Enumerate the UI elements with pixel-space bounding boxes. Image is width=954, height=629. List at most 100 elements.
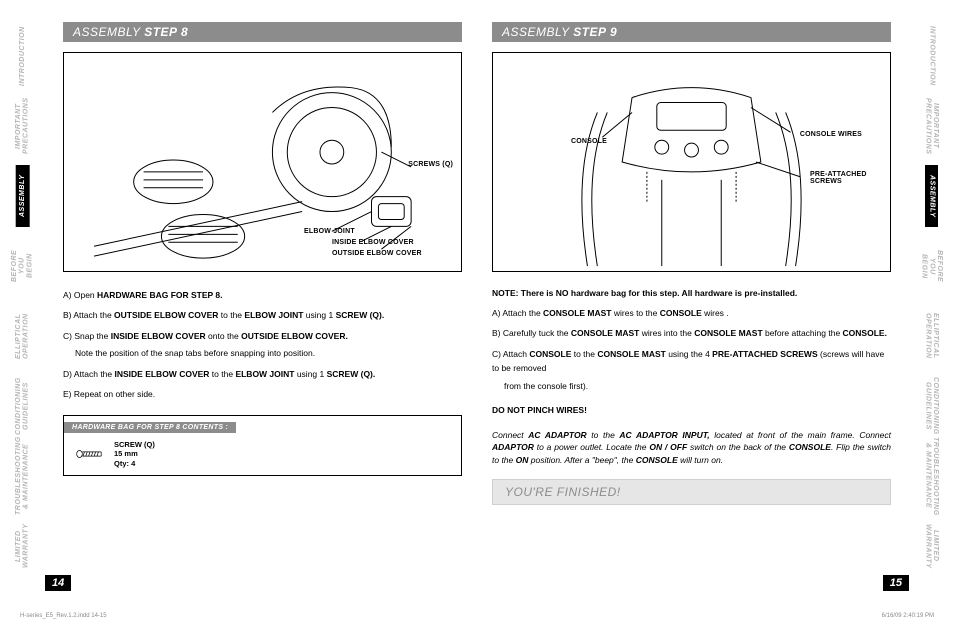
step9-diagram: CONSOLE CONSOLE WIRES PRE-ATTACHED SCREW… [492, 52, 891, 272]
s9-a-mid: wires to the [612, 308, 660, 318]
it5: switch on the back of the [687, 442, 789, 452]
hardware-box: HARDWARE BAG FOR STEP 8 CONTENTS : [63, 415, 462, 476]
tab-before[interactable]: BEFORE YOU BEGIN [8, 235, 37, 297]
column-step9: ASSEMBLY STEP 9 [492, 22, 891, 619]
s9-c-mid: to the [571, 349, 597, 359]
s8-a-b1: HARDWARE BAG FOR STEP 8. [97, 290, 222, 300]
rtab-before[interactable]: BEFORE YOU BEGIN [917, 235, 946, 297]
it4: to a power outlet. Locate the [534, 442, 649, 452]
ib4: ON / OFF [649, 442, 687, 452]
tab-conditioning[interactable]: CONDITIONING GUIDELINES [12, 375, 33, 437]
hardware-title: HARDWARE BAG FOR STEP 8 CONTENTS : [64, 422, 236, 433]
rtab-warranty[interactable]: LIMITED WARRANTY [921, 515, 942, 577]
label-inside-cover: INSIDE ELBOW COVER [332, 239, 414, 246]
s8-d-b2: ELBOW JOINT [235, 369, 294, 379]
label-elbow-joint: ELBOW JOINT [304, 228, 355, 235]
label-screws: SCREWS (Q) [408, 161, 453, 168]
rtab-conditioning[interactable]: CONDITIONING GUIDELINES [921, 375, 942, 437]
step9-header-prefix: ASSEMBLY [502, 25, 573, 39]
footer-left: H-series_E5_Rev.1.2.indd 14-15 [20, 613, 107, 619]
label-console: CONSOLE [571, 138, 607, 145]
rtab-troubleshoot[interactable]: TROUBLESHOOTING & MAINTENANCE [921, 445, 942, 507]
label-outside-cover: OUTSIDE ELBOW COVER [332, 250, 422, 257]
s9-a-b2: CONSOLE [660, 308, 702, 318]
ib7: CONSOLE [636, 455, 678, 465]
s8-d-mid: to the [209, 369, 235, 379]
s8-d-mid2: using 1 [294, 369, 326, 379]
it3: located at front of the main frame. Conn… [710, 430, 891, 440]
step8-header-bold: STEP 8 [144, 25, 188, 39]
it2: to the [587, 430, 620, 440]
step9-italic: Connect AC ADAPTOR to the AC ADAPTOR INP… [492, 429, 891, 467]
step9-header: ASSEMBLY STEP 9 [492, 22, 891, 42]
ib3: ADAPTOR [492, 442, 534, 452]
left-side-tabs: INTRODUCTION IMPORTANT PRECAUTIONS ASSEM… [0, 0, 45, 629]
s9-c-b2: CONSOLE MAST [597, 349, 665, 359]
screw-icon [76, 448, 104, 460]
page-num-right: 15 [883, 575, 909, 591]
hw-size: 15 mm [114, 449, 155, 459]
it8: will turn on. [678, 455, 723, 465]
page-container: INTRODUCTION IMPORTANT PRECAUTIONS ASSEM… [0, 0, 954, 629]
step9-instructions: A) Attach the CONSOLE MAST wires to the … [492, 306, 891, 421]
step8-diagram: SCREWS (Q) ELBOW JOINT INSIDE ELBOW COVE… [63, 52, 462, 272]
s8-e: E) Repeat on other side. [63, 387, 462, 401]
s9-c-cont: from the console first). [492, 379, 891, 393]
tab-warranty[interactable]: LIMITED WARRANTY [12, 515, 33, 577]
column-step8: ASSEMBLY STEP 8 [63, 22, 462, 619]
s8-b-b1: OUTSIDE ELBOW COVER [114, 310, 218, 320]
page-num-left: 14 [45, 575, 71, 591]
s9-b-b3: CONSOLE. [843, 328, 887, 338]
hw-name: SCREW (Q) [114, 440, 155, 450]
s9-b-b2: CONSOLE MAST [694, 328, 762, 338]
step8-header: ASSEMBLY STEP 8 [63, 22, 462, 42]
tab-operation[interactable]: ELLIPTICAL OPERATION [12, 305, 33, 367]
tab-troubleshoot[interactable]: TROUBLESHOOTING & MAINTENANCE [12, 445, 33, 507]
s9-a-pre: A) Attach the [492, 308, 543, 318]
it7: position. After a "beep", the [528, 455, 635, 465]
s8-c-b2: OUTSIDE ELBOW COVER. [241, 331, 348, 341]
it1: Connect [492, 430, 528, 440]
footer-right: 6/16/09 2:40:19 PM [882, 613, 934, 619]
tab-assembly[interactable]: ASSEMBLY [16, 165, 30, 227]
s9-c-pre: C) Attach [492, 349, 529, 359]
s8-b-mid: to the [218, 310, 244, 320]
ib6: ON [516, 455, 529, 465]
tab-precautions[interactable]: IMPORTANT PRECAUTIONS [12, 95, 33, 157]
rtab-operation[interactable]: ELLIPTICAL OPERATION [921, 305, 942, 367]
label-pre-attached: PRE-ATTACHED SCREWS [810, 171, 870, 185]
s9-b-mid: wires into the [639, 328, 694, 338]
s9-a-b1: CONSOLE MAST [543, 308, 611, 318]
hw-qty: Qty: 4 [114, 459, 155, 469]
finished-banner: YOU'RE FINISHED! [492, 479, 891, 505]
s9-warn: DO NOT PINCH WIRES! [492, 405, 587, 415]
s8-c-b1: INSIDE ELBOW COVER [111, 331, 206, 341]
right-side-tabs: INTRODUCTION IMPORTANT PRECAUTIONS ASSEM… [909, 0, 954, 629]
s8-c-mid: onto the [206, 331, 241, 341]
s8-d-b3: SCREW (Q). [327, 369, 376, 379]
rtab-assembly[interactable]: ASSEMBLY [925, 165, 939, 227]
rtab-introduction[interactable]: INTRODUCTION [925, 25, 939, 87]
s9-b-end: before attaching the [763, 328, 843, 338]
step8-header-prefix: ASSEMBLY [73, 25, 144, 39]
ib2: AC ADAPTOR INPUT, [619, 430, 709, 440]
s9-c-b3: PRE-ATTACHED SCREWS [712, 349, 817, 359]
s8-a-pre: A) Open [63, 290, 97, 300]
step8-instructions: A) Open HARDWARE BAG FOR STEP 8. B) Atta… [63, 288, 462, 405]
ib1: AC ADAPTOR [528, 430, 586, 440]
rtab-precautions[interactable]: IMPORTANT PRECAUTIONS [921, 95, 942, 157]
ib5: CONSOLE [789, 442, 831, 452]
s9-b-pre: B) Carefully tuck the [492, 328, 571, 338]
s8-b-b3: SCREW (Q). [336, 310, 385, 320]
tab-introduction[interactable]: INTRODUCTION [16, 25, 30, 87]
main-content: ASSEMBLY STEP 8 [45, 0, 909, 629]
s9-b-b1: CONSOLE MAST [571, 328, 639, 338]
label-console-wires: CONSOLE WIRES [800, 131, 862, 138]
hardware-content: SCREW (Q) 15 mm Qty: 4 [64, 434, 461, 475]
s8-b-pre: B) Attach the [63, 310, 114, 320]
s8-b-mid2: using 1 [303, 310, 335, 320]
s9-c-b1: CONSOLE [529, 349, 571, 359]
s8-c-note: Note the position of the snap tabs befor… [63, 346, 462, 360]
s8-d-pre: D) Attach the [63, 369, 115, 379]
step9-svg [493, 53, 890, 271]
